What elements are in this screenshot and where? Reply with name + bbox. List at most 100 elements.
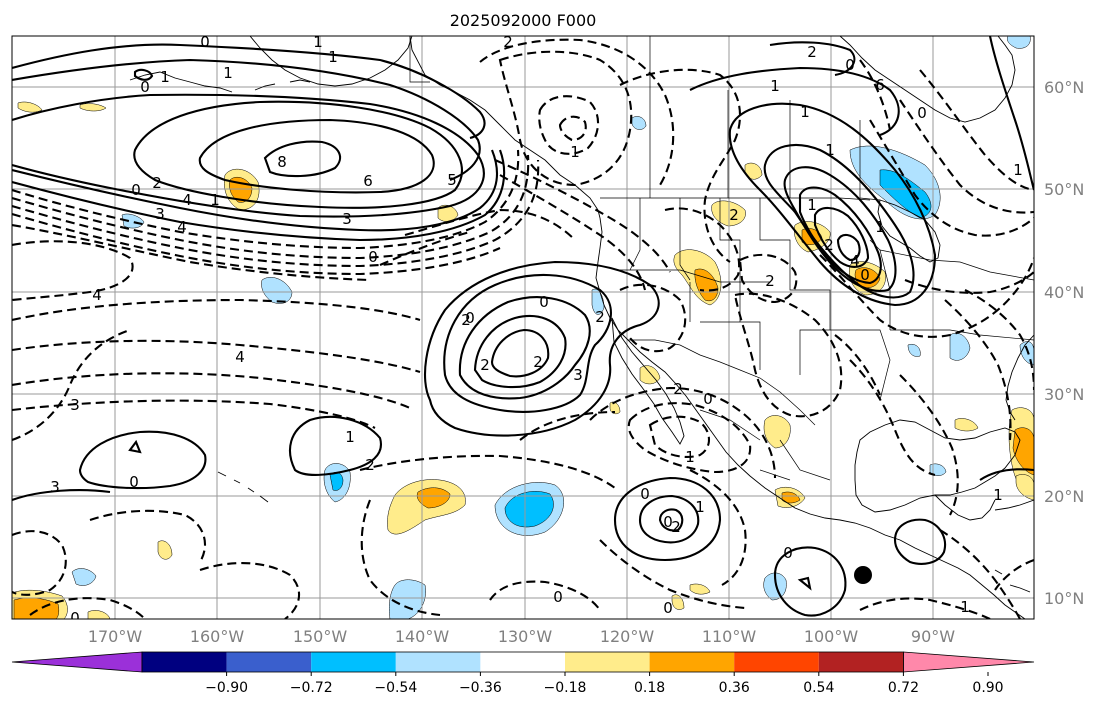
contour-label: 0 — [539, 293, 549, 311]
solid-contour — [12, 149, 498, 232]
shade-patch — [763, 415, 791, 449]
shade-patch — [17, 101, 43, 113]
lat-label: 40°N — [1044, 283, 1084, 302]
coastline-gulf-mexico — [854, 419, 1021, 513]
contour-labels: 1 1 1 0 1 2 2 1 1 1 0 6 8 6 5 3 2 4 1 0 … — [50, 33, 1023, 619]
shade-patch — [437, 204, 459, 222]
lon-label: 140°W — [395, 627, 450, 646]
dashed-contour — [939, 529, 1021, 619]
contour-label: 1 — [770, 77, 780, 95]
solid-contour — [12, 43, 486, 140]
solid-contour — [613, 476, 722, 562]
dashed-contour — [12, 212, 501, 276]
colorbar-tick-label: 0.54 — [803, 680, 834, 696]
lon-label: 130°W — [498, 627, 553, 646]
dashed-contour — [733, 292, 843, 418]
colorbar-segment — [649, 652, 735, 672]
colorbar-tick-label: −0.18 — [544, 680, 587, 696]
lon-label: 100°W — [804, 627, 859, 646]
contour-label: 6 — [363, 172, 373, 190]
contour-label: 5 — [447, 171, 457, 189]
contour-label: 2 — [595, 308, 605, 326]
solid-contour — [773, 546, 847, 617]
dashed-contour — [489, 580, 601, 611]
colorbar: −0.90 −0.72 −0.54 −0.36 −0.18 0.18 0.36 0.54 0.7… — [11, 651, 1035, 696]
contour-label: 2 — [671, 518, 681, 536]
solid-contour — [133, 100, 463, 209]
contour-label: 1 — [328, 48, 338, 66]
dashed-contour — [869, 119, 1034, 237]
contour-label: 0 — [129, 473, 139, 491]
solid-contour — [12, 93, 485, 218]
contour-label: 1 — [807, 196, 817, 214]
colorbar-extend-low — [11, 651, 143, 673]
lon-label: 160°W — [190, 627, 245, 646]
shade-patch — [854, 267, 881, 288]
lat-label: 50°N — [1044, 180, 1084, 199]
solid-contour — [198, 118, 435, 194]
contour-label: 1 — [800, 103, 810, 121]
location-dot — [854, 566, 872, 584]
dashed-contour — [359, 454, 616, 489]
colorbar-segment — [818, 652, 904, 672]
contour-label: 0 — [368, 248, 378, 266]
contour-label: 2 — [533, 353, 543, 371]
contour-label: 0 — [640, 485, 650, 503]
contour-label: 0 — [465, 309, 475, 327]
dashed-contour — [859, 597, 991, 619]
contour-label: 1 — [313, 33, 323, 51]
contour-label: 2 — [807, 43, 817, 61]
lat-label: 20°N — [1044, 487, 1084, 506]
border-states-1 — [629, 198, 831, 375]
colorbar-tick-label: −0.36 — [459, 680, 502, 696]
solid-contour — [797, 576, 812, 591]
dashed-contour — [519, 410, 616, 441]
colorbar-tick-label: −0.90 — [205, 680, 248, 696]
dashed-contour — [944, 299, 1012, 441]
contour-label: 6 — [875, 76, 885, 94]
dashed-contour — [498, 50, 633, 187]
dashed-contour — [538, 95, 600, 155]
contour-label: 8 — [277, 153, 287, 171]
coastline-cuba — [994, 499, 1034, 511]
solid-contour — [658, 508, 684, 532]
lon-label: 120°W — [600, 627, 655, 646]
solid-contour — [783, 166, 897, 292]
shade-patch — [79, 103, 107, 112]
dashed-contour — [558, 115, 587, 142]
shade-patch — [763, 572, 787, 601]
solid-contour — [443, 273, 612, 413]
solid-contour — [12, 489, 111, 501]
solid-contour — [798, 186, 882, 285]
dashed-contour — [899, 374, 959, 516]
dashed-contour — [899, 99, 1034, 214]
map-title: 2025092000 F000 — [450, 11, 597, 30]
contour-label: 2 — [152, 174, 162, 192]
solid-contour — [638, 494, 700, 544]
solid-contour — [473, 314, 567, 389]
contour-label: 1 — [993, 486, 1003, 504]
dashed-contour — [904, 271, 1034, 294]
contour-label: 1 — [825, 141, 835, 159]
colorbar-tick-label: 0.18 — [634, 680, 665, 696]
dashed-contour — [859, 59, 892, 131]
contour-label: 3 — [342, 210, 352, 228]
dashed-contour — [12, 149, 520, 250]
lon-label: 150°W — [293, 627, 348, 646]
contour-label: 3 — [70, 396, 80, 414]
shade-patch — [907, 344, 921, 357]
colorbar-extend-high — [903, 651, 1035, 673]
dashed-contour — [404, 208, 576, 241]
solid-contour — [490, 328, 550, 378]
dashed-contour — [689, 469, 747, 586]
contour-label: 0 — [131, 181, 141, 199]
dashed-contour — [12, 372, 411, 409]
map-frame — [11, 35, 1035, 620]
dashed-contour — [499, 174, 647, 291]
solid-contour — [263, 140, 342, 178]
dashed-contour — [379, 230, 471, 266]
contour-label: 0 — [140, 78, 150, 96]
solid-contour — [979, 468, 1034, 481]
coastline-west-us-mexico — [595, 217, 901, 541]
dashed-contour — [849, 359, 936, 477]
